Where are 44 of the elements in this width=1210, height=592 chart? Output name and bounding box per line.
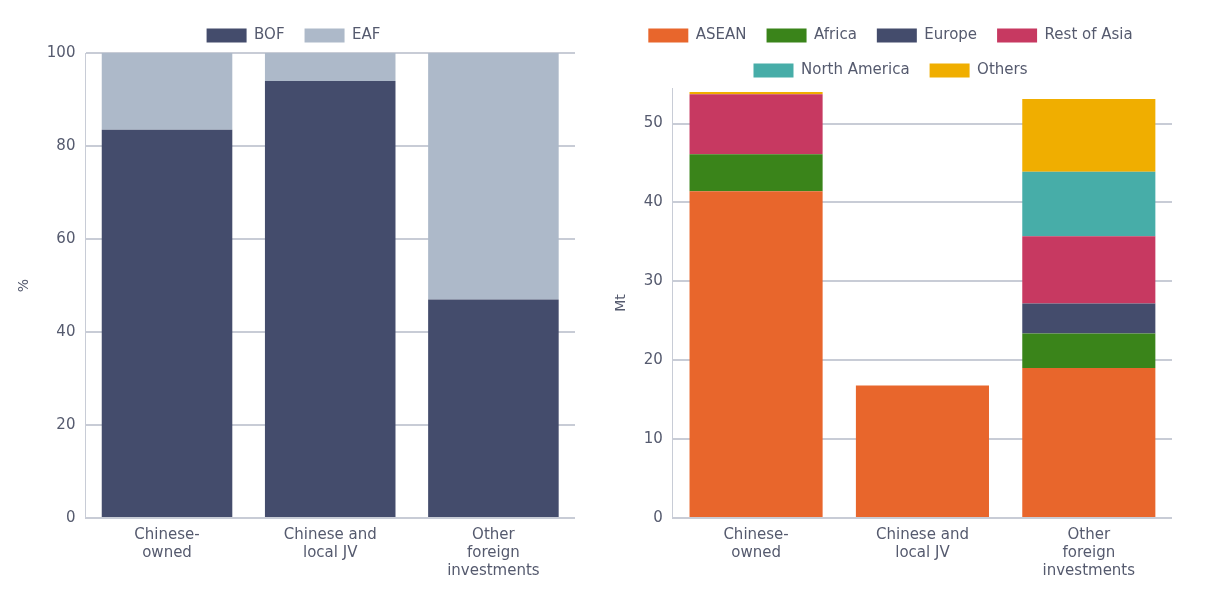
bar xyxy=(689,154,823,192)
bar xyxy=(1022,333,1156,369)
x-tick-label: Chinese and local JV xyxy=(283,524,377,561)
x-tick-label: Other foreign investments xyxy=(447,524,540,579)
legend-label: Africa xyxy=(814,25,857,44)
y-tick-label: 10 xyxy=(643,428,663,447)
x-tick-label: Chinese-owned xyxy=(723,524,789,561)
y-tick-label: 80 xyxy=(56,135,76,154)
y-tick-label: 20 xyxy=(56,414,76,433)
y-tick-label: 40 xyxy=(56,321,76,340)
y-tick-label: 100 xyxy=(46,42,76,61)
y-tick-label: 60 xyxy=(56,228,76,247)
legend-label: Europe xyxy=(924,25,978,44)
x-tick-label: Other foreign investments xyxy=(1042,524,1136,579)
bar xyxy=(1022,303,1156,334)
y-tick-label: 20 xyxy=(643,350,663,369)
y-tick-label: 0 xyxy=(653,507,663,526)
y-tick-label: 40 xyxy=(643,192,663,211)
x-tick-label: Chinese-owned xyxy=(134,524,200,561)
legend-label: Others xyxy=(977,60,1028,79)
bar xyxy=(1022,368,1156,517)
bar xyxy=(855,385,989,517)
y-axis-title: % xyxy=(15,278,32,293)
bar xyxy=(101,53,233,130)
legend-label: EAF xyxy=(352,25,381,44)
y-tick-label: 50 xyxy=(643,113,663,132)
legend-label: Rest of Asia xyxy=(1044,25,1133,44)
legend-label: North America xyxy=(801,60,910,79)
bar xyxy=(428,53,559,300)
bar xyxy=(689,191,823,517)
bar xyxy=(428,299,559,517)
y-tick-label: 30 xyxy=(643,271,663,290)
bar xyxy=(264,53,396,81)
bar xyxy=(264,80,396,517)
bar xyxy=(1022,236,1156,304)
y-axis-title: Mt xyxy=(612,293,629,312)
legend-label: ASEAN xyxy=(695,25,747,44)
bar xyxy=(101,129,233,517)
bar xyxy=(1022,171,1156,237)
bar xyxy=(689,94,823,155)
y-tick-label: 0 xyxy=(65,507,76,526)
bar xyxy=(1022,99,1156,172)
legend-label: BOF xyxy=(254,25,285,44)
x-tick-label: Chinese and local JV xyxy=(875,524,969,561)
